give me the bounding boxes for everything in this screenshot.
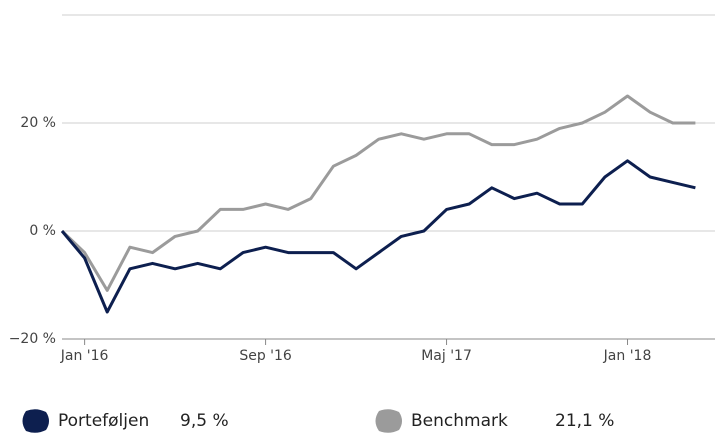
- legend-swatch: [22, 409, 49, 433]
- legend-label: Porteføljen: [58, 411, 149, 431]
- legend-label: Benchmark: [411, 411, 508, 431]
- legend-swatch: [375, 409, 402, 433]
- y-tick-label: 20 %: [20, 115, 56, 131]
- x-tick-label: Jan '16: [60, 348, 109, 364]
- legend-value: 9,5 %: [180, 411, 229, 431]
- legend: Porteføljen 9,5 % Benchmark 21,1 %: [22, 409, 614, 433]
- y-tick-label: 0 %: [29, 223, 56, 239]
- series-line: [60, 159, 696, 314]
- x-tick-label: Jan '18: [603, 348, 652, 364]
- x-tick-label: Sep '16: [239, 348, 292, 364]
- series-line: [60, 94, 696, 292]
- y-tick-label: −20 %: [9, 331, 56, 347]
- legend-value: 21,1 %: [555, 411, 614, 431]
- x-tick-label: Maj '17: [421, 348, 472, 364]
